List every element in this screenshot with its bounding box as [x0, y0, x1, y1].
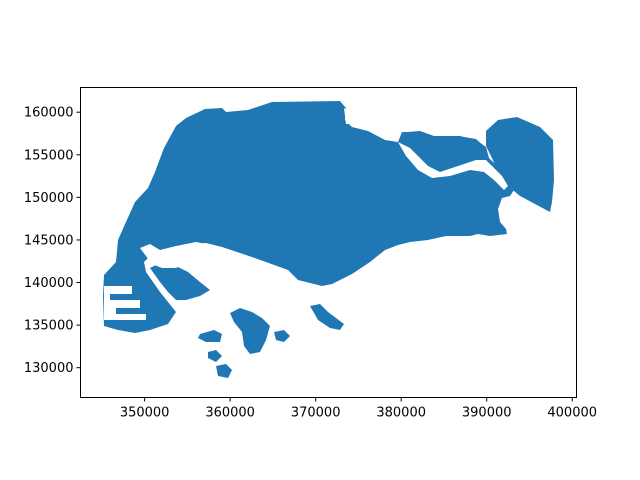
y-axis: 130000 135000 140000 145000 150000 155000 1600… — [24, 106, 81, 376]
mainland-polygon — [103, 101, 514, 333]
x-tick-label: 370000 — [291, 406, 341, 421]
y-tick-label: 150000 — [24, 191, 74, 206]
x-tick-label: 390000 — [462, 406, 512, 421]
x-tick-label: 360000 — [205, 406, 255, 421]
southern-islands — [198, 330, 222, 342]
y-tick-label: 130000 — [24, 361, 74, 376]
southern-islands — [230, 308, 270, 354]
southern-islands — [216, 364, 232, 378]
y-tick-label: 155000 — [24, 148, 74, 163]
southern-islands — [208, 350, 222, 362]
ubin-island — [406, 131, 486, 170]
x-tick-label: 350000 — [120, 406, 170, 421]
water-channel — [398, 142, 508, 190]
water-channel — [344, 108, 354, 124]
southern-islands — [274, 330, 290, 342]
y-tick-label: 145000 — [24, 233, 74, 248]
water-channel — [268, 268, 320, 298]
jurong-island — [150, 262, 210, 300]
x-tick-label: 400000 — [547, 406, 597, 421]
y-tick-label: 135000 — [24, 319, 74, 334]
east-polygon — [486, 117, 554, 212]
axes-frame — [80, 87, 577, 398]
water-channel — [104, 286, 146, 320]
water-channel — [140, 242, 262, 272]
y-tick-label: 160000 — [24, 106, 74, 121]
x-axis: 350000 360000 370000 380000 390000 400000 — [120, 397, 597, 421]
southern-islands — [310, 304, 344, 330]
y-tick-label: 140000 — [24, 276, 74, 291]
x-tick-label: 380000 — [376, 406, 426, 421]
